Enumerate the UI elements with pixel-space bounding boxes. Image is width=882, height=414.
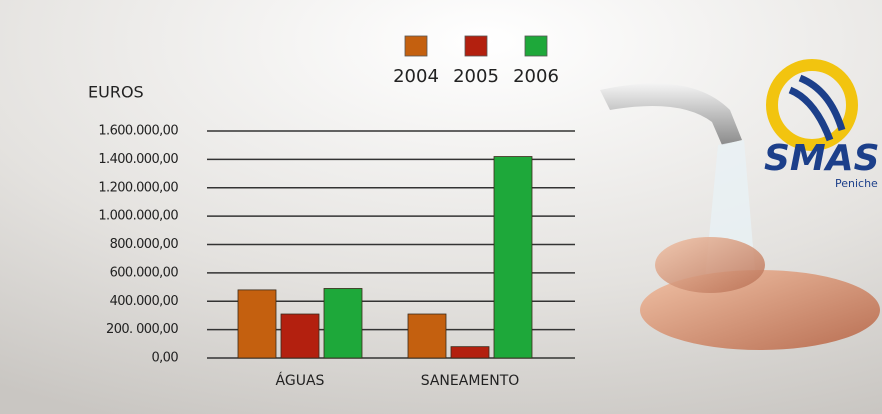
y-tick-label: 400.000,00	[110, 294, 179, 309]
logo-ring	[766, 59, 858, 151]
y-tick-label: 800.000,00	[110, 237, 179, 252]
logo-mark	[788, 74, 846, 142]
logo-name: SMAS	[764, 138, 880, 179]
legend-label: 2006	[513, 66, 559, 87]
bar	[323, 288, 363, 359]
bar	[280, 313, 320, 359]
y-tick-label: 200. 000,00	[106, 322, 178, 337]
hand	[655, 237, 765, 293]
y-tick-label: 600.000,00	[110, 265, 179, 280]
legend-swatch	[404, 35, 428, 57]
y-tick-label: 0,00	[151, 351, 178, 366]
y-tick-label: 1.000.000,00	[98, 209, 178, 224]
bar	[407, 313, 447, 359]
bar	[237, 289, 277, 359]
y-tick-label: 1.200.000,00	[98, 180, 178, 195]
bar	[493, 156, 533, 359]
x-tick-label: ÁGUAS	[276, 372, 325, 389]
legend-swatch	[464, 35, 488, 57]
y-tick-label: 1.400.000,00	[98, 152, 178, 167]
x-tick-label: SANEAMENTO	[421, 373, 520, 389]
y-tick-label: 1.600.000,00	[98, 124, 178, 139]
logo-place: Peniche	[835, 177, 878, 190]
faucet	[600, 83, 742, 145]
legend-swatch	[524, 35, 548, 57]
legend-label: 2005	[453, 66, 499, 87]
legend-label: 2004	[393, 66, 439, 87]
y-axis-label: EUROS	[88, 83, 144, 102]
bar	[450, 346, 490, 359]
